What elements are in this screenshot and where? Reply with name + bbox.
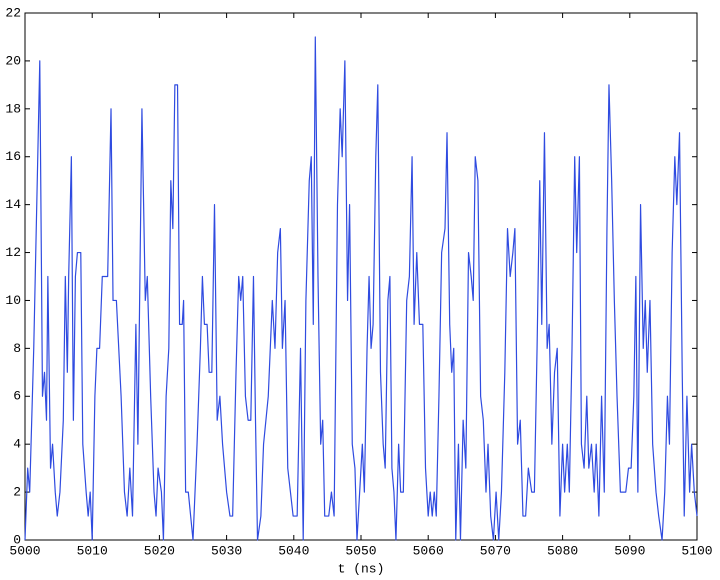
x-tick-label: 5100 [681, 543, 712, 558]
y-tick-label: 8 [13, 341, 21, 356]
data-line [24, 36, 698, 541]
x-tick-label: 5030 [211, 543, 242, 558]
y-tick-label: 22 [5, 5, 21, 20]
y-tick-label: 16 [5, 149, 21, 164]
x-tick-label: 5060 [413, 543, 444, 558]
x-tick-label: 5000 [9, 543, 40, 558]
y-tick-label: 4 [13, 437, 21, 452]
x-tick-label: 5070 [480, 543, 511, 558]
x-tick-label: 5090 [614, 543, 645, 558]
y-tick-label: 2 [13, 485, 21, 500]
y-tick-label: 14 [5, 197, 21, 212]
x-tick-label: 5050 [345, 543, 376, 558]
x-tick-label: 5040 [278, 543, 309, 558]
y-tick-label: 18 [5, 101, 21, 116]
x-tick-label: 5020 [144, 543, 175, 558]
x-tick-label: 5010 [77, 543, 108, 558]
y-tick-label: 12 [5, 245, 21, 260]
x-tick-label: 5080 [547, 543, 578, 558]
y-tick-label: 20 [5, 53, 21, 68]
y-tick-label: 0 [13, 532, 21, 547]
y-tick-label: 6 [13, 389, 21, 404]
x-axis-label: t (ns) [338, 561, 385, 576]
y-tick-label: 10 [5, 293, 21, 308]
